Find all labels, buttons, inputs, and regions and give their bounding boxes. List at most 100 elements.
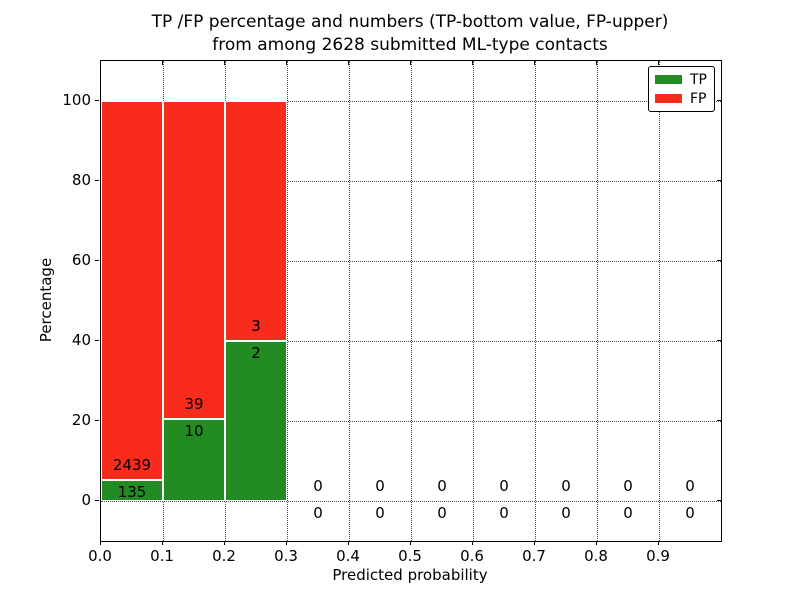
x-tick-mark-top <box>658 61 659 65</box>
tp-bar-segment <box>101 480 163 501</box>
x-tick-label: 0.1 <box>150 547 174 565</box>
x-tick-mark-top <box>596 61 597 65</box>
x-tick-mark <box>658 541 659 545</box>
legend-fp-swatch <box>655 94 682 103</box>
y-tick-mark-right <box>717 420 721 421</box>
x-tick-mark-top <box>224 61 225 65</box>
tp-count-label: 0 <box>561 504 571 522</box>
legend-tp-swatch <box>655 75 682 84</box>
x-tick-mark-top <box>472 61 473 65</box>
x-tick-label: 0.8 <box>584 547 608 565</box>
y-tick-label: 20 <box>71 411 91 429</box>
legend-tp-label: TP <box>690 71 707 88</box>
x-tick-mark-top <box>534 61 535 65</box>
y-tick-label: 80 <box>71 171 91 189</box>
gridline-horizontal <box>101 181 721 182</box>
x-tick-mark <box>162 541 163 545</box>
tp-count-label: 0 <box>499 504 509 522</box>
gridline-vertical <box>597 61 598 541</box>
tp-count-label: 0 <box>375 504 385 522</box>
x-tick-mark-top <box>162 61 163 65</box>
x-tick-mark <box>224 541 225 545</box>
y-tick-label: 60 <box>71 251 91 269</box>
y-tick-label: 40 <box>71 331 91 349</box>
x-tick-label: 0.2 <box>212 547 236 565</box>
y-tick-mark-right <box>717 260 721 261</box>
x-tick-label: 0.4 <box>336 547 360 565</box>
tp-bar-segment <box>163 419 225 501</box>
x-axis-label: Predicted probability <box>332 566 488 584</box>
fp-count-label: 0 <box>499 477 509 495</box>
x-tick-mark <box>534 541 535 545</box>
chart-title-line2: from among 2628 submitted ML-type contac… <box>212 35 608 55</box>
gridline-vertical <box>287 61 288 541</box>
gridline-horizontal <box>101 421 721 422</box>
fp-bar-segment <box>101 101 163 481</box>
fp-count-label: 0 <box>313 477 323 495</box>
gridline-vertical <box>535 61 536 541</box>
tp-count-label: 0 <box>313 504 323 522</box>
x-tick-mark <box>410 541 411 545</box>
x-tick-label: 0.7 <box>522 547 546 565</box>
y-tick-mark-right <box>717 500 721 501</box>
plot-area: 2439 135 39 10 3 2 0 0 0 0 0 0 0 0 0 0 0 0 0 0 TP FP <box>100 60 722 542</box>
x-tick-label: 0.9 <box>646 547 670 565</box>
fp-bar-segment <box>163 101 225 420</box>
fp-count-label: 2439 <box>112 456 152 475</box>
tp-count-label: 2 <box>251 344 261 362</box>
x-tick-label: 0.5 <box>398 547 422 565</box>
gridline-vertical <box>659 61 660 541</box>
fp-count-label: 3 <box>251 317 261 335</box>
x-tick-mark <box>286 541 287 545</box>
fp-count-label: 39 <box>184 395 204 414</box>
y-tick-mark <box>95 500 99 501</box>
gridline-vertical <box>349 61 350 541</box>
tp-count-label: 135 <box>117 483 147 502</box>
tp-count-label: 0 <box>623 504 633 522</box>
chart-title: TP /FP percentage and numbers (TP-bottom… <box>100 11 720 57</box>
y-tick-mark <box>95 260 99 261</box>
fp-count-label: 0 <box>375 477 385 495</box>
x-tick-label: 0.0 <box>88 547 112 565</box>
fp-count-label: 0 <box>623 477 633 495</box>
y-axis-label: Percentage <box>37 257 55 343</box>
y-tick-mark-right <box>717 180 721 181</box>
fp-count-label: 0 <box>437 477 447 495</box>
x-tick-mark <box>472 541 473 545</box>
gridline-horizontal <box>101 341 721 342</box>
gridline-vertical <box>411 61 412 541</box>
y-tick-mark <box>95 420 99 421</box>
x-tick-mark <box>100 541 101 545</box>
x-tick-label: 0.3 <box>274 547 298 565</box>
legend: TP FP <box>648 66 715 112</box>
y-tick-mark <box>95 180 99 181</box>
x-tick-label: 0.6 <box>460 547 484 565</box>
gridline-vertical <box>473 61 474 541</box>
tp-count-label: 10 <box>184 422 204 441</box>
legend-item-tp: TP <box>655 73 708 87</box>
fp-count-label: 0 <box>685 477 695 495</box>
gridline-horizontal <box>101 261 721 262</box>
y-tick-mark-right <box>717 340 721 341</box>
chart-title-line1: TP /FP percentage and numbers (TP-bottom… <box>151 12 669 32</box>
x-tick-mark <box>596 541 597 545</box>
legend-fp-label: FP <box>690 90 707 107</box>
y-tick-label: 100 <box>62 91 91 109</box>
legend-item-fp: FP <box>655 92 708 106</box>
fp-bar-segment <box>225 101 287 341</box>
y-tick-label: 0 <box>81 491 91 509</box>
y-tick-mark-right <box>717 100 721 101</box>
y-tick-mark <box>95 100 99 101</box>
fp-count-label: 0 <box>561 477 571 495</box>
gridline-horizontal <box>101 501 721 502</box>
tp-bar-segment <box>225 341 287 501</box>
y-tick-mark <box>95 340 99 341</box>
gridline-horizontal <box>101 101 721 102</box>
x-tick-mark-top <box>410 61 411 65</box>
x-tick-mark <box>348 541 349 545</box>
x-tick-mark-top <box>348 61 349 65</box>
tp-count-label: 0 <box>685 504 695 522</box>
x-tick-mark-top <box>286 61 287 65</box>
tp-count-label: 0 <box>437 504 447 522</box>
